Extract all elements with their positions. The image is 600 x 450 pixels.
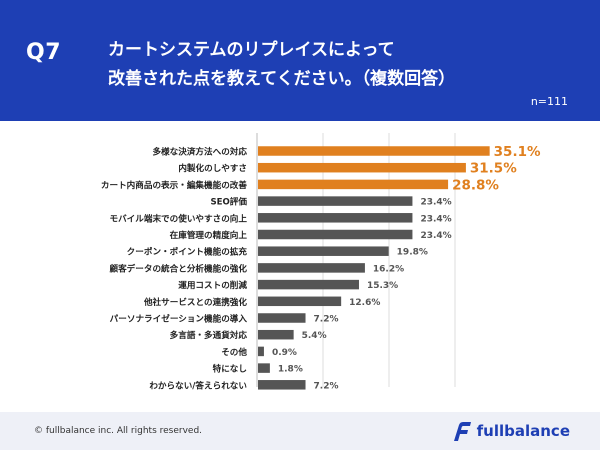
category-label: パーソナライゼーション機能の導入 <box>110 313 248 325</box>
category-label: SEO評価 <box>210 196 247 208</box>
bar <box>258 196 413 206</box>
data-label: 19.8% <box>397 248 428 258</box>
category-label: 他社サービスとの連携強化 <box>143 296 247 308</box>
category-label: 内製化のしやすさ <box>178 162 247 174</box>
data-label: 23.4% <box>420 214 451 224</box>
category-label: その他 <box>221 346 247 358</box>
data-label: 23.4% <box>420 198 451 208</box>
bar-chart: 多様な決済方法への対応 35.1% 内製化のしやすさ 31.5% カート内商品の表示・編… <box>101 133 541 391</box>
bar <box>258 380 306 390</box>
data-label: 7.2% <box>314 315 339 325</box>
bar <box>258 213 413 223</box>
copyright-text: © fullbalance inc. All rights reserved. <box>34 426 203 436</box>
bar <box>258 179 449 190</box>
header-banner: Q7 カートシステムのリプレイスによって 改善された点を教えてください。（複数回… <box>0 0 600 121</box>
category-label: 多様な決済方法への対応 <box>152 146 247 158</box>
bar <box>258 346 264 357</box>
category-label: 特になし <box>213 363 247 375</box>
category-label: 顧客データの統合と分析機能の強化 <box>109 262 247 274</box>
sample-size: n=111 <box>530 95 568 108</box>
category-label: 在庫管理の精度向上 <box>170 229 248 241</box>
bar <box>258 363 270 373</box>
footer: © fullbalance inc. All rights reserved. … <box>0 412 600 450</box>
question-number: Q7 <box>26 40 62 65</box>
bar <box>258 313 306 323</box>
bar <box>258 229 413 240</box>
data-label: 7.2% <box>314 381 339 391</box>
question-title-line1: カートシステムのリプレイスによって <box>108 40 395 60</box>
data-label: 12.6% <box>349 298 380 308</box>
fullbalance-logo-icon <box>453 422 471 441</box>
bar <box>258 263 365 273</box>
bar <box>258 329 294 340</box>
data-label: 0.9% <box>272 348 297 358</box>
category-label: 運用コストの削減 <box>178 279 247 291</box>
bar <box>258 162 466 173</box>
data-label: 5.4% <box>302 331 327 341</box>
category-label: カート内商品の表示・編集機能の改善 <box>101 179 248 191</box>
bar <box>258 246 389 256</box>
data-label: 23.4% <box>420 231 451 241</box>
bar <box>258 146 490 156</box>
data-label: 1.8% <box>278 365 303 375</box>
data-label: 15.3% <box>367 281 398 291</box>
category-label: モバイル端末での使いやすさの向上 <box>109 212 247 224</box>
data-label: 28.8% <box>452 177 499 193</box>
question-title-line2: 改善された点を教えてください。（複数回答） <box>108 69 456 89</box>
data-label: 16.2% <box>373 264 404 274</box>
bar <box>258 279 359 290</box>
logo-text: fullbalance <box>476 422 570 440</box>
data-label: 31.5% <box>470 161 517 177</box>
category-label: クーポン・ポイント機能の拡充 <box>127 246 248 258</box>
data-label: 35.1% <box>494 144 541 160</box>
bar <box>258 296 342 307</box>
category-label: わからない/答えられない <box>149 379 247 391</box>
company-logo: fullbalance <box>451 420 570 442</box>
category-label: 多言語・多通貨対応 <box>170 329 248 341</box>
